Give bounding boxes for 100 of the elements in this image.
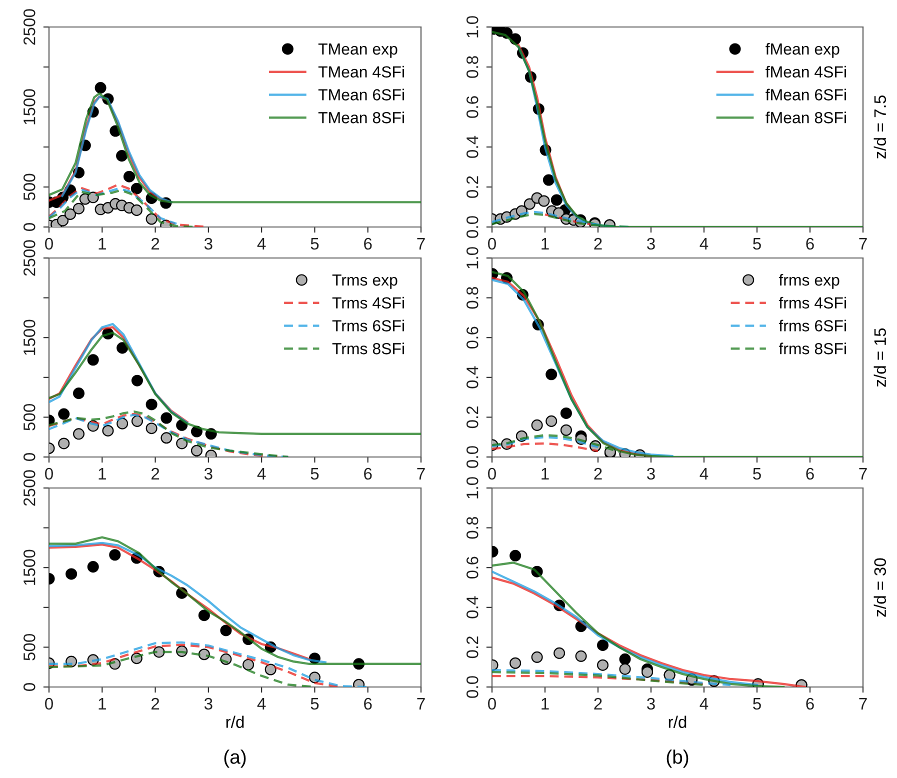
x-tick-label: 4 (257, 238, 266, 250)
y-tick-label: 0.2 (466, 176, 478, 198)
legend-label: Trms 4SFi (332, 296, 404, 309)
y-tick-label: 1.0 (466, 247, 478, 268)
y-tick-label: 0.8 (466, 56, 478, 78)
y-tick-label: 0.0 (466, 216, 478, 238)
x-tick-label: 5 (753, 698, 761, 710)
x-tick-label: 1 (542, 468, 549, 480)
y-tick-label: 500 (23, 174, 36, 200)
y-tick-label: 0.2 (466, 406, 478, 428)
legend-label: TMean exp (318, 44, 398, 58)
x-tick-label: 7 (859, 238, 867, 250)
x-tick-label: 1 (542, 238, 549, 250)
x-tick-label: 7 (859, 468, 867, 480)
x-tick-label: 5 (310, 468, 319, 480)
legend-label: TMean 6SFi (318, 88, 404, 100)
x-tick-label: 2 (594, 468, 602, 480)
text: (b) (666, 750, 688, 768)
x-tick-label: 1 (98, 698, 106, 710)
x-tick-label: 7 (417, 238, 425, 250)
x-tick-label: 2 (151, 238, 160, 250)
y-tick-label: 0.8 (466, 286, 478, 309)
x-tick-label: 2 (151, 698, 160, 710)
x-tick-label: 0 (45, 468, 53, 480)
x-tick-label: 6 (364, 698, 372, 710)
y-tick-label: 1500 (23, 550, 36, 585)
x-tick-label: 3 (647, 468, 655, 480)
legend-label: frms 6SFi (778, 320, 846, 332)
y-tick-label: 0.8 (466, 516, 478, 539)
x-tick-label: 7 (417, 698, 425, 710)
legend-label: fMean 4SFi (766, 66, 846, 78)
y-tick-label: 2500 (23, 240, 36, 276)
y-tick-label: 0.6 (466, 556, 478, 579)
x-tick-label: 6 (806, 698, 814, 710)
x-axis-title: r/d (226, 716, 244, 728)
x-tick-label: 6 (364, 238, 372, 250)
x-tick-label: 7 (417, 468, 425, 480)
y-tick-label: 0 (23, 223, 36, 231)
x-tick-label: 5 (310, 238, 319, 250)
y-tick-label: 1500 (23, 89, 36, 124)
x-tick-label: 3 (647, 698, 655, 710)
y-tick-label: 0.6 (466, 326, 478, 349)
y-tick-label: 0.4 (466, 136, 478, 158)
x-tick-label: 5 (310, 698, 319, 710)
legend-label: frms 4SFi (778, 296, 846, 309)
legend-label: Trms exp (332, 274, 398, 289)
text: z/d = 15 (874, 328, 886, 387)
x-tick-label: 5 (753, 238, 761, 250)
legend-label: TMean 8SFi (318, 112, 404, 124)
y-tick-label: 0.4 (466, 596, 478, 618)
x-tick-label: 0 (45, 698, 53, 710)
x-tick-label: 4 (257, 698, 266, 710)
legend-label: Trms 8SFi (332, 342, 404, 354)
x-tick-label: 0 (488, 238, 496, 250)
x-tick-label: 2 (151, 468, 160, 480)
x-tick-label: 3 (204, 238, 212, 250)
x-tick-label: 4 (700, 468, 708, 480)
x-tick-label: 4 (700, 698, 708, 710)
x-tick-label: 0 (488, 698, 496, 710)
x-tick-label: 4 (257, 468, 266, 480)
x-tick-label: 4 (700, 238, 708, 250)
legend-label: TMean 4SFi (318, 66, 404, 78)
x-tick-label: 2 (594, 238, 602, 250)
y-tick-label: 1.0 (466, 477, 478, 498)
text: z/d = 30 (874, 558, 886, 617)
x-tick-label: 1 (98, 238, 106, 250)
y-tick-label: 1.0 (466, 16, 478, 38)
legend-label: fMean 6SFi (766, 88, 846, 100)
y-tick-label: 0.0 (466, 446, 478, 468)
y-tick-label: 0.4 (466, 366, 478, 388)
legend-label: fMean 8SFi (766, 112, 846, 124)
y-tick-label: 500 (23, 634, 36, 660)
y-tick-label: 2500 (23, 470, 36, 506)
y-tick-label: 2500 (23, 9, 36, 45)
x-tick-label: 1 (98, 468, 106, 480)
text: z/d = 7.5 (874, 96, 886, 159)
x-tick-label: 3 (204, 468, 212, 480)
x-tick-label: 3 (204, 698, 212, 710)
legend-label: frms 8SFi (778, 342, 846, 354)
y-tick-label: 1500 (23, 320, 36, 355)
y-tick-label: 0 (23, 683, 36, 691)
x-tick-label: 5 (753, 468, 761, 480)
y-tick-label: 0.6 (466, 96, 478, 118)
x-axis-title: r/d (668, 716, 686, 728)
x-tick-label: 3 (647, 238, 655, 250)
text: (a) (224, 750, 246, 768)
y-tick-label: 0.0 (466, 676, 478, 698)
x-tick-label: 1 (542, 698, 549, 710)
x-tick-label: 2 (594, 698, 602, 710)
x-tick-label: 6 (806, 238, 814, 250)
y-tick-label: 0.2 (466, 636, 478, 658)
x-tick-label: 0 (45, 238, 53, 250)
legend-label: fMean exp (766, 42, 840, 58)
x-tick-label: 6 (364, 468, 372, 480)
legend-label: frms exp (778, 274, 840, 289)
legend-label: Trms 6SFi (332, 320, 404, 332)
y-tick-label: 0 (23, 453, 36, 461)
y-tick-label: 500 (23, 404, 36, 430)
x-tick-label: 0 (488, 468, 496, 480)
x-tick-label: 7 (859, 698, 867, 710)
